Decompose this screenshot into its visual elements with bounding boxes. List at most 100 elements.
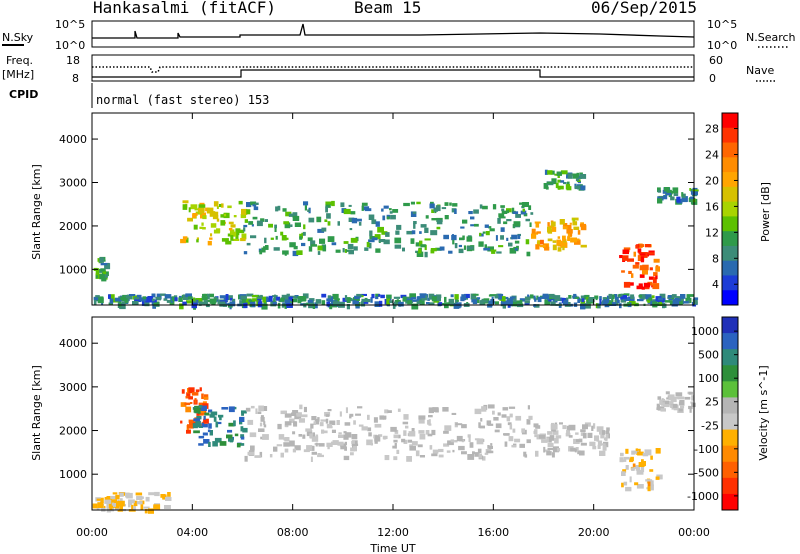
echo-cell <box>621 270 625 273</box>
echo-cell <box>574 238 580 241</box>
echo-cell <box>193 297 196 301</box>
echo-cell <box>280 452 284 458</box>
echo-cell <box>303 201 309 206</box>
echo-cell <box>379 415 384 420</box>
echo-cell <box>260 218 265 222</box>
echo-cell <box>329 304 333 310</box>
echo-cell <box>197 207 205 212</box>
echo-cell <box>478 422 481 428</box>
echo-cell <box>347 243 354 250</box>
echo-cell <box>310 423 314 429</box>
echo-cell <box>681 197 688 203</box>
echo-cell <box>373 417 378 423</box>
echo-cell <box>552 240 557 243</box>
colorbar-swatch <box>722 142 738 158</box>
echo-cell <box>351 217 358 224</box>
echo-cell <box>584 303 591 309</box>
echo-cell <box>559 297 563 302</box>
echo-cell <box>214 437 222 443</box>
echo-cell <box>621 482 624 488</box>
echo-cell <box>250 405 255 409</box>
echo-cell <box>588 297 595 302</box>
echo-cell <box>622 469 627 473</box>
echo-cell <box>216 206 219 209</box>
echo-cell <box>210 223 217 228</box>
echo-cell <box>511 444 517 448</box>
echo-cell <box>228 221 234 225</box>
echo-cell <box>570 237 577 243</box>
echo-cell <box>509 247 517 254</box>
echo-cell <box>292 212 298 218</box>
echo-cell <box>546 436 552 443</box>
echo-cell <box>454 243 458 249</box>
echo-cell <box>420 244 426 248</box>
echo-cell <box>189 402 193 404</box>
n-sky-label: N.Sky <box>2 31 34 44</box>
echo-cell <box>348 204 352 207</box>
echo-cell <box>148 508 154 514</box>
echo-cell <box>534 434 538 438</box>
echo-cell <box>428 423 432 426</box>
echo-cell <box>375 293 380 297</box>
y-tick-label: 4000 <box>59 337 87 350</box>
echo-cell <box>367 299 371 303</box>
echo-cell <box>528 205 532 210</box>
echo-cell <box>574 448 577 453</box>
echo-cell <box>449 202 452 206</box>
time-axis: 00:00 04:00 08:00 12:00 16:00 20:00 00:00 <box>76 113 710 539</box>
echo-cell <box>689 407 692 413</box>
echo-cell <box>519 443 525 448</box>
echo-cell <box>351 440 355 444</box>
echo-cell <box>273 446 278 452</box>
echo-cell <box>690 196 695 200</box>
echo-cell <box>316 216 322 223</box>
echo-cell <box>301 298 307 302</box>
echo-cell <box>658 297 664 301</box>
colorbar-swatch <box>722 172 738 188</box>
echo-cell <box>438 454 444 458</box>
echo-cell <box>378 434 383 437</box>
power-echoes <box>93 169 699 310</box>
echo-cell <box>263 424 267 428</box>
colorbar-tick-label: 12 <box>705 226 719 239</box>
echo-cell <box>216 218 220 222</box>
echo-cell <box>125 492 130 498</box>
echo-cell <box>97 502 104 508</box>
echo-cell <box>277 423 282 430</box>
echo-cell <box>228 228 233 231</box>
echo-cell <box>229 231 237 237</box>
cpid-panel: CPID normal (fast stereo) 153 <box>9 83 269 108</box>
echo-cell <box>190 204 198 210</box>
echo-cell <box>317 228 325 233</box>
echo-cell <box>566 429 570 436</box>
echo-cell <box>119 303 126 310</box>
echo-cell <box>188 396 193 400</box>
echo-cell <box>292 250 299 257</box>
echo-cell <box>491 250 496 254</box>
echo-cell <box>304 205 307 211</box>
echo-cell <box>321 300 326 305</box>
echo-cell <box>481 406 487 412</box>
echo-cell <box>540 239 544 245</box>
echo-cell <box>587 432 593 438</box>
echo-cell <box>201 393 204 399</box>
y-tick-label: 2000 <box>59 220 87 233</box>
echo-cell <box>196 239 199 243</box>
echo-cell <box>389 300 394 304</box>
echo-cell <box>201 222 204 226</box>
echo-cell <box>409 444 413 447</box>
echo-cell <box>563 299 568 306</box>
echo-cell <box>451 412 457 415</box>
echo-cell <box>608 293 613 299</box>
echo-cell <box>307 209 310 212</box>
echo-cell <box>283 237 289 240</box>
echo-cell <box>207 240 212 246</box>
echo-cell <box>351 434 358 440</box>
echo-cell <box>438 302 443 306</box>
echo-cell <box>513 221 521 227</box>
echo-cell <box>602 430 605 435</box>
x-tick-label: 16:00 <box>477 526 509 539</box>
echo-cell <box>230 229 235 232</box>
echo-cell <box>623 281 631 288</box>
echo-cell <box>514 248 518 251</box>
